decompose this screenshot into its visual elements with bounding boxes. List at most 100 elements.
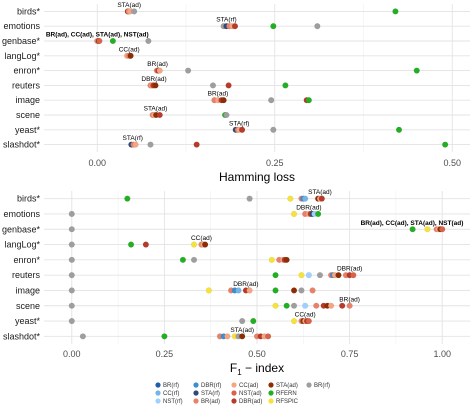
legend-label: NST(rf): [163, 399, 183, 405]
data-point: [142, 241, 149, 248]
data-point: [442, 141, 449, 148]
dataset-label: langLog*: [4, 240, 40, 250]
method-annotation: DBR(ad): [141, 76, 166, 83]
legend-swatch: [231, 382, 237, 388]
data-point: [282, 82, 289, 89]
x-tick-label: 0.50: [248, 349, 266, 359]
data-point: [124, 195, 131, 202]
data-point: [270, 23, 277, 30]
data-point: [239, 317, 246, 325]
method-annotation: BR(ad), CC(ad), STA(ad), NST(ad): [361, 220, 464, 227]
data-point: [272, 302, 279, 309]
data-point: [339, 302, 346, 309]
method-annotation: STA(rf): [229, 120, 249, 127]
data-point: [316, 272, 324, 279]
data-point: [239, 126, 246, 133]
data-point: [132, 141, 139, 148]
data-point: [424, 226, 431, 233]
legend-swatch: [155, 398, 161, 404]
data-point: [309, 287, 316, 294]
legend-swatch: [155, 382, 161, 388]
legend-label: CC(ad): [239, 383, 258, 389]
data-point: [272, 287, 279, 294]
data-point: [439, 226, 446, 233]
legend-swatch: [268, 382, 274, 388]
data-point: [314, 23, 321, 30]
method-annotation: DBR(ad): [296, 204, 321, 211]
legend-label: CC(rf): [163, 391, 179, 397]
dataset-label: image: [15, 285, 40, 295]
data-point: [290, 317, 298, 325]
data-point: [131, 8, 138, 15]
x-tick-label: 0.50: [443, 158, 461, 168]
data-point: [96, 37, 103, 45]
data-point: [350, 272, 357, 279]
legend-swatch: [193, 398, 199, 404]
data-point: [147, 141, 154, 148]
data-point: [246, 195, 253, 202]
data-point: [231, 23, 239, 30]
dataset-label: enron*: [13, 255, 40, 265]
data-point: [185, 67, 192, 74]
data-point: [305, 317, 312, 325]
dataset-label: birds*: [17, 6, 41, 16]
x-axis-title: Hamming loss: [219, 170, 295, 184]
data-point: [225, 82, 232, 89]
dataset-label: emotions: [3, 21, 40, 31]
method-annotation: BR(ad): [147, 61, 168, 68]
x-tick-label: 1.00: [433, 349, 451, 359]
legend-swatch: [231, 398, 237, 404]
method-annotation: CC(ad): [191, 235, 212, 242]
data-point: [68, 256, 75, 263]
x-tick-label: 0.75: [341, 349, 359, 359]
data-point: [152, 82, 159, 89]
data-point: [290, 287, 298, 294]
data-point: [302, 302, 309, 309]
data-point: [128, 241, 135, 248]
legend-label: RFSPIC: [276, 399, 299, 405]
dataset-label: yeast*: [15, 125, 41, 135]
dataset-label: emotions: [3, 209, 40, 219]
data-point: [220, 97, 227, 104]
dataset-label: genbase*: [2, 224, 41, 234]
data-point: [315, 210, 322, 218]
data-point: [335, 272, 342, 279]
data-point: [156, 67, 163, 74]
data-point: [68, 317, 75, 325]
legend-label: STA(rf): [201, 391, 220, 397]
legend-label: DBR(rf): [201, 383, 221, 389]
data-point: [68, 241, 75, 248]
data-point: [268, 256, 275, 263]
dataset-label: enron*: [13, 66, 40, 76]
data-point: [346, 302, 353, 309]
legend-swatch: [268, 398, 274, 404]
method-annotation: BR(ad), CC(ad), STA(ad), NST(ad): [46, 32, 149, 39]
method-annotation: DBR(ad): [233, 281, 258, 288]
legend: BR(rf) DBR(rf) CC(ad) STA(ad) BR(rf) CC(rf) ST…: [155, 382, 330, 405]
data-point: [156, 111, 163, 119]
f1-index-panel: birds* emotions genbase* langLog* enron* reut…: [2, 189, 470, 377]
data-point: [68, 272, 75, 279]
data-point: [305, 272, 312, 279]
data-point: [413, 67, 420, 74]
data-point: [268, 97, 275, 104]
method-annotation: CC(ad): [295, 312, 316, 319]
data-point: [239, 333, 246, 340]
data-point: [392, 8, 399, 15]
legend-swatch: [268, 390, 274, 396]
data-point: [179, 256, 186, 263]
method-annotation: STA(ad): [308, 189, 332, 196]
dataset-label: langLog*: [4, 51, 40, 61]
x-tick-label: 0.25: [156, 349, 174, 359]
data-point: [270, 126, 277, 133]
data-point: [290, 210, 298, 218]
x-tick-label: 0.25: [266, 158, 284, 168]
dataset-label: image: [15, 95, 40, 105]
data-point: [302, 195, 309, 202]
data-point: [283, 302, 290, 309]
data-point: [409, 226, 416, 233]
data-point: [209, 82, 217, 89]
legend-swatch: [155, 390, 161, 396]
dataset-label: scene: [16, 301, 40, 311]
